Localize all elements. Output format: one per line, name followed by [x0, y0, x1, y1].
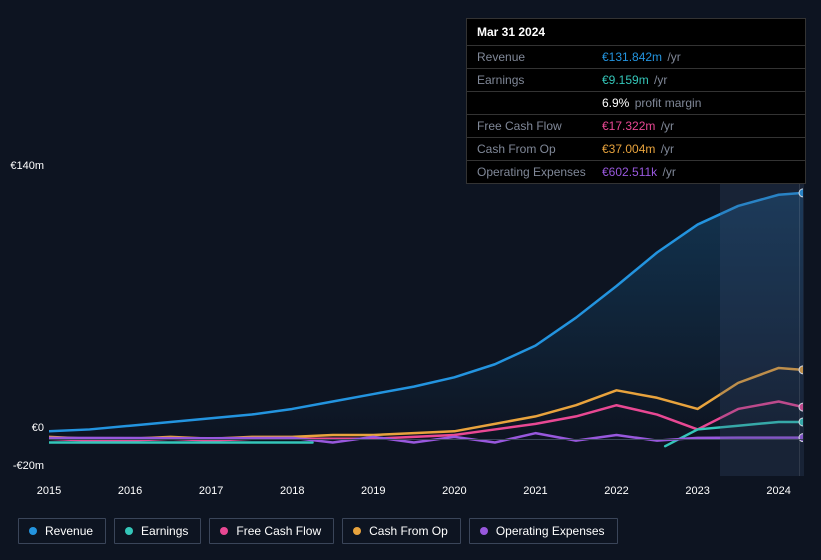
tooltip-row: Operating Expenses €602.511k /yr: [467, 160, 805, 183]
x-axis-label: 2016: [118, 485, 142, 497]
tooltip-value: 6.9%: [602, 96, 629, 110]
tooltip-value: €9.159m: [602, 73, 649, 87]
y-axis-label: €140m: [4, 160, 44, 172]
legend-label: Revenue: [45, 524, 93, 538]
tooltip-label: Cash From Op: [477, 142, 592, 156]
tooltip-row: Earnings €9.159m /yr: [467, 68, 805, 91]
tooltip-row: Cash From Op €37.004m /yr: [467, 137, 805, 160]
legend-item[interactable]: Operating Expenses: [469, 518, 618, 544]
legend-dot-icon: [220, 527, 228, 535]
tooltip-suffix: /yr: [657, 142, 674, 156]
tooltip-value: €17.322m: [602, 119, 655, 133]
tooltip-value: €602.511k: [602, 165, 657, 179]
x-axis-label: 2018: [280, 485, 304, 497]
tooltip-suffix: /yr: [664, 50, 681, 64]
tooltip-suffix: /yr: [659, 165, 676, 179]
tooltip-label: Free Cash Flow: [477, 119, 592, 133]
tooltip-label: [477, 96, 592, 110]
zero-baseline: [49, 439, 803, 440]
tooltip-value: €37.004m: [602, 142, 655, 156]
legend-dot-icon: [29, 527, 37, 535]
legend-dot-icon: [480, 527, 488, 535]
legend-dot-icon: [353, 527, 361, 535]
legend-label: Free Cash Flow: [236, 524, 321, 538]
legend-dot-icon: [125, 527, 133, 535]
x-axis-label: 2019: [361, 485, 385, 497]
legend-label: Earnings: [141, 524, 188, 538]
x-axis-label: 2020: [442, 485, 466, 497]
legend-item[interactable]: Earnings: [114, 518, 201, 544]
tooltip-date: Mar 31 2024: [467, 19, 805, 45]
tooltip-suffix: /yr: [651, 73, 668, 87]
tooltip-row: Free Cash Flow €17.322m /yr: [467, 114, 805, 137]
legend-label: Operating Expenses: [496, 524, 605, 538]
x-axis-label: 2024: [766, 485, 790, 497]
y-axis-label: €0: [4, 422, 44, 434]
tooltip-label: Earnings: [477, 73, 592, 87]
chart-legend: Revenue Earnings Free Cash Flow Cash From O…: [18, 518, 618, 544]
tooltip-suffix: profit margin: [631, 96, 701, 110]
tooltip-label: Revenue: [477, 50, 592, 64]
legend-label: Cash From Op: [369, 524, 448, 538]
chart-highlight-band: [720, 178, 804, 476]
x-axis-label: 2017: [199, 485, 223, 497]
tooltip-row: Revenue €131.842m /yr: [467, 45, 805, 68]
tooltip-value: €131.842m: [602, 50, 662, 64]
x-axis-label: 2021: [523, 485, 547, 497]
tooltip-suffix: /yr: [657, 119, 674, 133]
legend-item[interactable]: Free Cash Flow: [209, 518, 334, 544]
legend-item[interactable]: Revenue: [18, 518, 106, 544]
tooltip-label: Operating Expenses: [477, 165, 592, 179]
line-chart: [49, 178, 803, 476]
hover-line: [799, 178, 800, 476]
chart-tooltip: Mar 31 2024 Revenue€131.842m /yrEarnings…: [466, 18, 806, 184]
legend-item[interactable]: Cash From Op: [342, 518, 461, 544]
tooltip-row: 6.9% profit margin: [467, 91, 805, 114]
x-axis-label: 2015: [37, 485, 61, 497]
y-axis-label: -€20m: [4, 460, 44, 472]
x-axis-label: 2022: [604, 485, 628, 497]
x-axis-label: 2023: [685, 485, 709, 497]
